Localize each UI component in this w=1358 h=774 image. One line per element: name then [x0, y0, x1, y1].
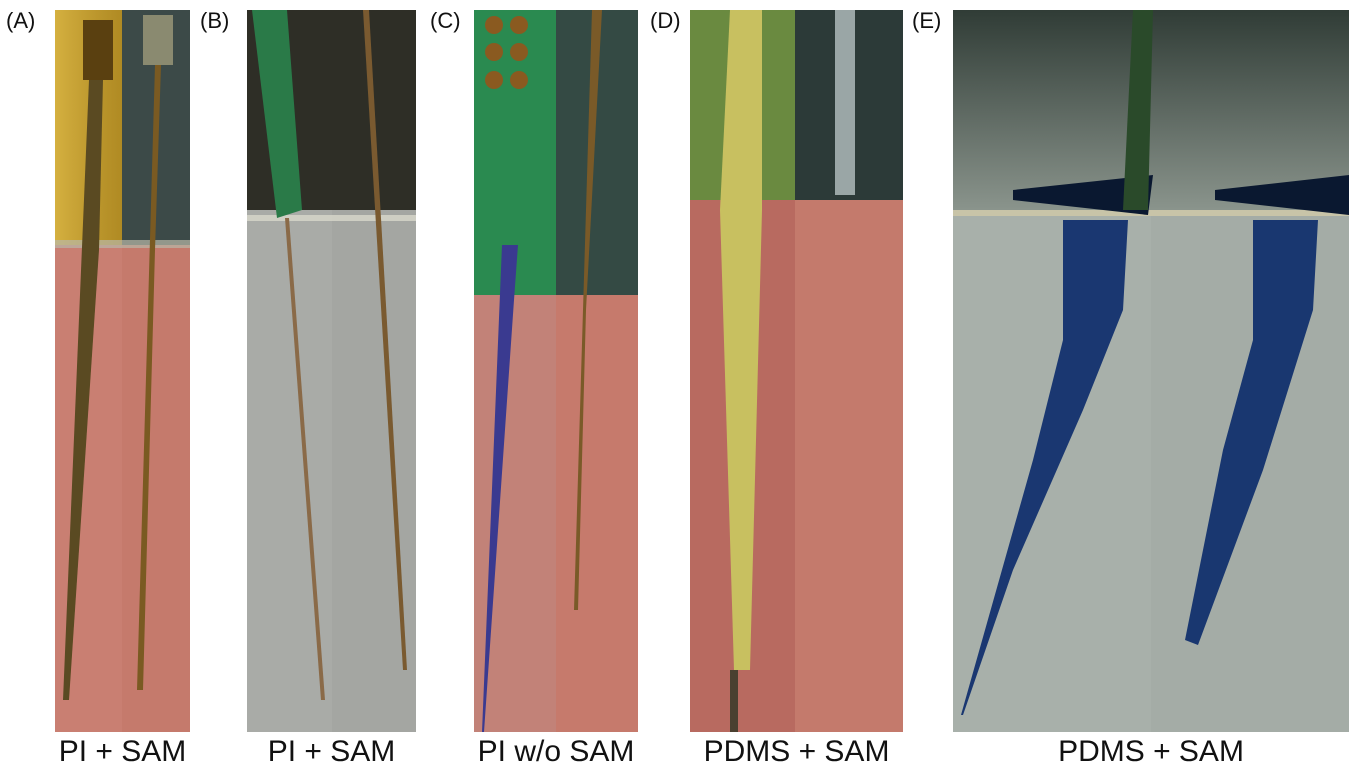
panel-caption: PDMS + SAM: [913, 735, 1358, 769]
panel-caption: PDMS + SAM: [650, 735, 943, 769]
figure: (A) PI + SAM (B) PI + SAM (C) PI w/o SAM (D…: [0, 0, 1358, 774]
panel-label: (A): [6, 8, 35, 34]
panel-caption: PI w/o SAM: [434, 735, 678, 769]
photo: [474, 10, 638, 732]
photo: [953, 10, 1349, 732]
panel-caption: PI + SAM: [207, 735, 456, 769]
panel-label: (C): [430, 8, 461, 34]
panel-caption: PI + SAM: [15, 735, 230, 769]
panel-label: (B): [200, 8, 229, 34]
photo: [247, 10, 416, 732]
photo: [690, 10, 903, 732]
photo: [55, 10, 190, 732]
panel-label: (E): [912, 8, 941, 34]
panel-label: (D): [650, 8, 681, 34]
